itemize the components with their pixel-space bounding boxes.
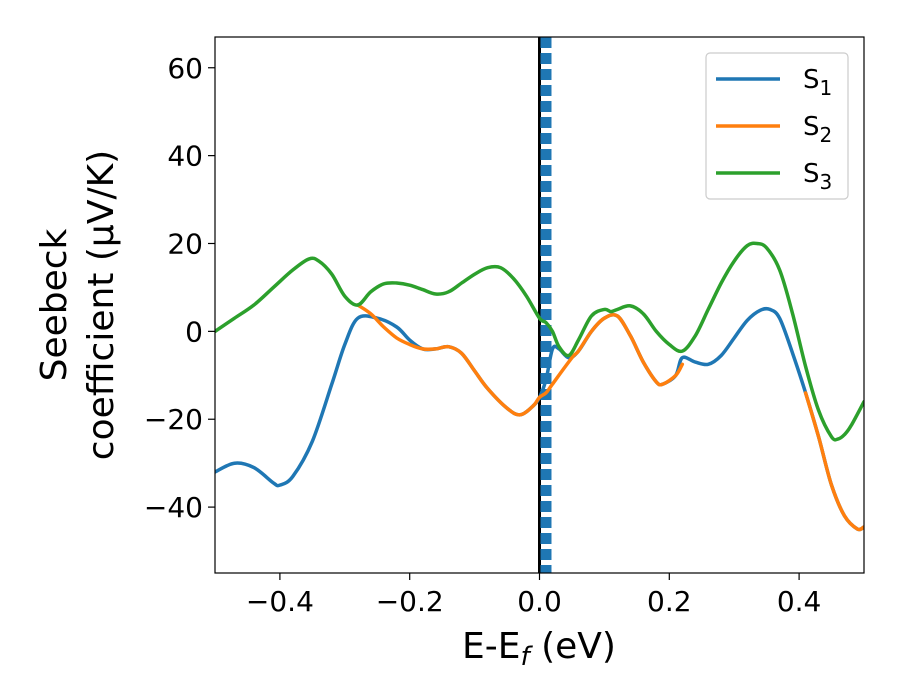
y-tick-label: −40 [144, 491, 203, 524]
y-tick-label: 0 [185, 315, 203, 348]
legend-label-s1: S1 [803, 65, 832, 100]
x-axis: −0.4 −0.2 0.0 0.2 0.4 [246, 573, 821, 618]
y-axis-title-line2: coefficient (μV/K) [81, 150, 122, 460]
x-tick-label: −0.4 [246, 585, 314, 618]
y-axis: −40 −20 0 20 40 60 [144, 52, 215, 524]
y-tick-label: 40 [167, 140, 203, 173]
y-tick-label: −20 [144, 403, 203, 436]
y-tick-label: 20 [167, 227, 203, 260]
vertical-lines [538, 37, 552, 573]
y-tick-label: 60 [167, 52, 203, 85]
legend: S1 S2 S3 [705, 52, 849, 200]
x-tick-label: 0.2 [647, 585, 692, 618]
legend-label-s3: S3 [803, 159, 832, 194]
y-axis-title-line1: Seebeck [34, 228, 75, 381]
x-tick-label: −0.2 [376, 585, 444, 618]
x-tick-label: 0.0 [517, 585, 562, 618]
series-layer [215, 241, 864, 532]
series-line-s3 [215, 241, 864, 442]
legend-label-s2: S2 [803, 112, 832, 147]
x-axis-title: E-Ef (eV) [462, 626, 616, 672]
x-tick-label: 0.4 [777, 585, 822, 618]
series-line-s2 [356, 303, 864, 532]
